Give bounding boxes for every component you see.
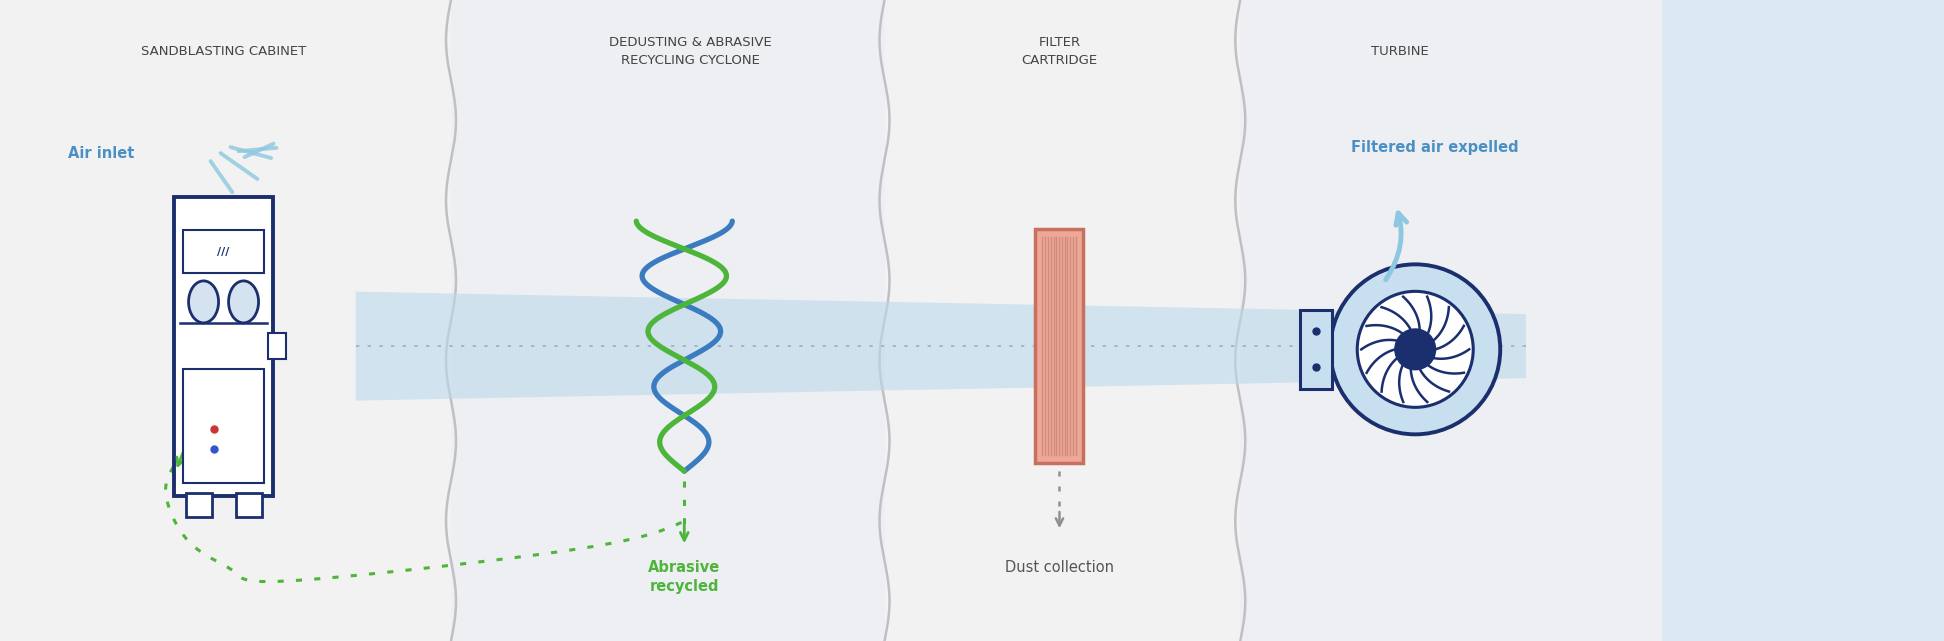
FancyBboxPatch shape: [183, 369, 264, 483]
FancyBboxPatch shape: [175, 197, 272, 495]
Circle shape: [1357, 292, 1474, 407]
Text: TURBINE: TURBINE: [1371, 45, 1429, 58]
Bar: [451, 0, 885, 641]
Text: FILTER
CARTRIDGE: FILTER CARTRIDGE: [1021, 36, 1098, 67]
Text: ///: ///: [218, 247, 229, 257]
Text: Abrasive
recycled: Abrasive recycled: [647, 560, 721, 594]
Bar: [1662, 0, 1944, 641]
Text: Filtered air expelled: Filtered air expelled: [1351, 140, 1518, 155]
Bar: [885, 0, 1240, 641]
Text: DEDUSTING & ABRASIVE
RECYCLING CYCLONE: DEDUSTING & ABRASIVE RECYCLING CYCLONE: [608, 36, 772, 67]
Bar: [0, 0, 451, 641]
FancyBboxPatch shape: [235, 493, 262, 517]
Bar: [1240, 0, 1662, 641]
FancyBboxPatch shape: [185, 493, 212, 517]
FancyBboxPatch shape: [268, 333, 286, 359]
Text: Dust collection: Dust collection: [1005, 560, 1114, 575]
Circle shape: [1396, 329, 1435, 369]
Ellipse shape: [229, 281, 259, 323]
Text: Air inlet: Air inlet: [68, 146, 134, 162]
FancyBboxPatch shape: [1036, 229, 1083, 463]
Ellipse shape: [189, 281, 218, 323]
FancyBboxPatch shape: [183, 230, 264, 274]
Text: SANDBLASTING CABINET: SANDBLASTING CABINET: [140, 45, 307, 58]
Polygon shape: [356, 292, 1526, 401]
FancyBboxPatch shape: [1301, 310, 1332, 389]
Circle shape: [1330, 264, 1501, 435]
